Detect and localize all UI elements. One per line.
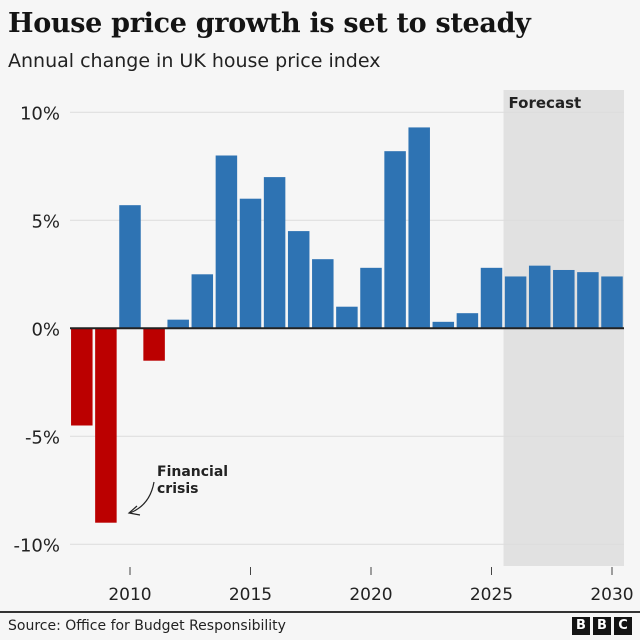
chart-subtitle: Annual change in UK house price index xyxy=(8,50,381,72)
bar-2013 xyxy=(191,274,214,329)
bar-2014 xyxy=(215,155,238,329)
x-tick-label: 2025 xyxy=(470,585,513,605)
x-tick-label: 2030 xyxy=(590,585,633,605)
annotation-arrowhead-icon xyxy=(127,505,141,516)
bar-2021 xyxy=(384,151,406,329)
forecast-label: Forecast xyxy=(509,94,582,112)
annotation-arrow-icon xyxy=(129,481,155,514)
annotation-label: Financial xyxy=(157,464,228,480)
logo-letter: C xyxy=(614,617,632,635)
bar-2016 xyxy=(263,177,286,329)
bar-2029 xyxy=(577,272,599,329)
source-note: Source: Office for Budget Responsibility xyxy=(8,618,286,634)
bar-2017 xyxy=(287,231,310,329)
y-tick-label: 0% xyxy=(31,319,60,340)
bar-chart: Forecast 10% 5% 0% -5% -10% 2010 2015 2020 2025 20… xyxy=(13,90,634,605)
bar-2020 xyxy=(360,267,382,329)
annotation-label: crisis xyxy=(157,481,198,497)
y-tick-label: -5% xyxy=(25,427,60,448)
bar-2026 xyxy=(504,276,527,329)
bar-2015 xyxy=(239,198,262,329)
x-tick-label: 2020 xyxy=(349,585,392,605)
logo-letter: B xyxy=(593,617,611,635)
bar-2009 xyxy=(95,328,117,523)
bar-2025 xyxy=(480,267,503,329)
bar-2030 xyxy=(601,276,623,329)
x-tick-label: 2015 xyxy=(229,585,272,605)
bar-2008 xyxy=(71,328,93,426)
x-tick-label: 2010 xyxy=(108,585,151,605)
logo-letter: B xyxy=(572,617,590,635)
bar-2011 xyxy=(143,328,165,361)
bar-2027 xyxy=(528,265,551,329)
bar-2012 xyxy=(167,319,189,329)
bbc-logo: B B C xyxy=(572,617,632,635)
bar-2022 xyxy=(408,127,430,329)
footer-divider xyxy=(0,611,640,613)
y-tick-label: 10% xyxy=(20,103,60,124)
chart-title: House price growth is set to steady xyxy=(8,8,531,39)
y-tick-label: -10% xyxy=(13,535,60,556)
bar-2019 xyxy=(336,306,358,329)
bar-2024 xyxy=(456,313,479,329)
bar-2028 xyxy=(553,269,575,329)
bar-2018 xyxy=(312,259,334,329)
y-tick-label: 5% xyxy=(31,211,60,232)
bar-2010 xyxy=(119,205,141,329)
bar-2023 xyxy=(432,321,455,329)
